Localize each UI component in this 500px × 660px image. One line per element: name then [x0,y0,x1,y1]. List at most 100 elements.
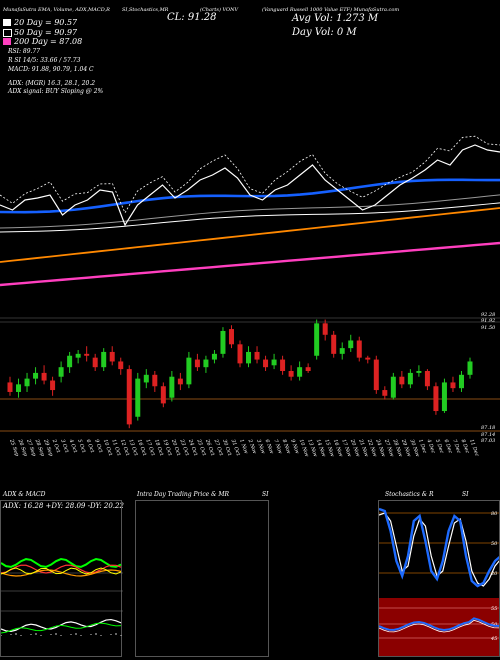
candle-body [271,359,277,366]
candle-body [254,351,260,360]
candle-body [75,353,81,358]
candle-body [433,386,439,412]
candle-body [382,390,388,396]
candle-body [339,348,345,354]
rsi-si-readout: R SI 14/5: 33.66 / 57.73 [8,57,81,64]
adx-readout: ADX: (MGR) 16.3, 28.1, 20.2 [8,80,96,87]
candle-body [237,344,243,364]
price-label-2: 91.92 [481,318,496,324]
candle-body [407,372,413,385]
candle-body [160,386,166,404]
candle-body [109,351,115,362]
candle-body [126,369,132,425]
candle-body [118,361,124,370]
minus-di-line [1,564,122,574]
intraday-panel [135,500,269,657]
adx-line [1,569,122,577]
stoch-panel-title: Stochastics & R [385,491,434,498]
candle-body [16,384,22,392]
candle-body [101,351,107,368]
intraday-si-label: SI [262,491,269,498]
legend-swatch [3,19,11,26]
header-title-mid: SI,Stochastics,MR [122,7,169,13]
candle-body [365,357,371,360]
rsi-signal-line [379,619,499,633]
x-axis-label: 1 Dec [417,439,428,455]
x-axis-label: 6 Oct [85,439,96,455]
candle-body [263,359,269,368]
plus-di-line [1,558,122,568]
price-label-low1: 87.18 [481,425,496,431]
macd-readout: MACD: 91.88, 90.79, 1.04 C [8,66,94,73]
header-title-left: MunafaSutra EMA, Volume, ADX,MACD,R [3,7,110,13]
x-axis-label: 14 Nov [315,439,327,458]
stoch-si-label: SI [462,491,469,498]
candle-body [390,376,396,398]
rsi-tick-label: 45 [490,636,497,642]
adx-chart [1,558,123,636]
price-label-low3: 87.03 [481,438,496,444]
x-axis-label: 8 Dec [460,439,471,455]
candle-body [67,355,73,368]
stoch-tick-label: 20 [490,571,498,577]
rsi-readout: RSI: 89.77 [8,48,41,55]
x-axis-label: 11 Dec [468,439,480,458]
adx-signal-line [1,567,122,575]
ema-100-line [0,207,500,263]
price-gridlines [0,317,500,432]
x-axis-label: 7 Nov [272,439,283,455]
x-axis-label: 12 Oct [119,439,131,458]
legend-label: 200 Day = 87.08 [14,37,83,46]
candle-body [135,378,141,417]
candle-body [458,374,464,389]
price-line [0,144,500,227]
legend-swatch [3,38,11,45]
candle-body [305,367,311,371]
x-axis-label: 19 Oct [161,439,173,458]
candle-body [373,359,379,391]
x-axis-label: 1 Nov [238,439,249,455]
candle-body [322,323,328,335]
x-axis-label: 30 Oct [221,439,233,458]
avg-volume-label: Avg Vol: 1.273 M [292,13,379,24]
legend-swatch [3,29,12,37]
x-axis-label: 5 Dec [434,439,445,455]
candle-body [186,357,192,385]
x-axis-label: 4 Oct [67,438,78,455]
candle-body [297,367,303,377]
candle-body [450,382,456,389]
price-label-3: 91.50 [481,325,496,331]
x-axis-label: 18 Oct [153,439,165,458]
candle-body [58,367,64,377]
x-axis-label: 6 Dec [443,439,454,455]
candle-body [416,371,422,373]
x-axis-label: 10 Nov [298,439,310,458]
x-axis-label: 16 Nov [332,439,344,458]
x-axis-label: 4 Dec [425,438,436,455]
x-axis-label: 8 Nov [281,439,292,455]
candle-body [348,340,354,349]
stoch-tick-label: 50 [491,541,498,547]
candle-body [7,382,13,392]
x-axis-label: 9 Nov [289,439,300,455]
x-axis-label: 9 Oct [93,439,104,455]
stochastics-panel: 80 50 20 55 50 45 [378,500,500,657]
ema-50b-line [0,194,500,229]
x-axis-label: 2 Nov [246,438,257,455]
header-title-fund: (Vanguard Russell 1000 Value ETF) Munafa… [262,7,400,13]
x-axis-label: 13 Nov [306,439,318,458]
candle-body [203,359,209,368]
candles [7,319,473,429]
x-axis-label: 2 Oct [50,438,61,455]
intraday-panel-title: Intra Day Trading Price & MR [137,491,230,498]
candle-body [24,378,30,387]
adx-panel-title: ADX & MACD [3,491,46,498]
candle-body [211,353,217,360]
x-axis-label: 30 Nov [408,439,420,458]
header-title-ticker: (Charts) VONV [200,7,239,13]
x-axis-label: 3 Oct [59,439,70,455]
legend-label: 20 Day = 90.57 [14,18,78,27]
candle-body [331,334,337,354]
macd-signal-line [1,622,122,634]
